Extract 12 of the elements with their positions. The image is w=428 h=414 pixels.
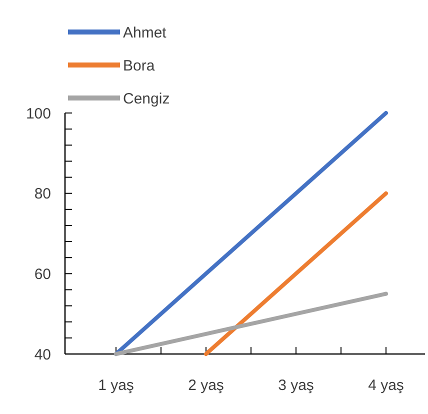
x-tick-label: 3 yaş bbox=[278, 377, 314, 394]
x-tick-label: 1 yaş bbox=[98, 377, 134, 394]
y-tick-label: 80 bbox=[34, 186, 51, 203]
y-tick-label: 40 bbox=[34, 346, 51, 364]
legend-label: Bora bbox=[123, 57, 156, 74]
y-tick-label: 100 bbox=[26, 105, 51, 122]
y-tick-label: 60 bbox=[34, 266, 51, 283]
legend-label: Cengiz bbox=[123, 90, 170, 108]
line-series bbox=[114, 292, 388, 356]
legend-label: Ahmet bbox=[123, 24, 168, 42]
x-tick-label: 4 yaş bbox=[368, 377, 404, 394]
x-tick-label: 2 yaş bbox=[188, 377, 224, 394]
